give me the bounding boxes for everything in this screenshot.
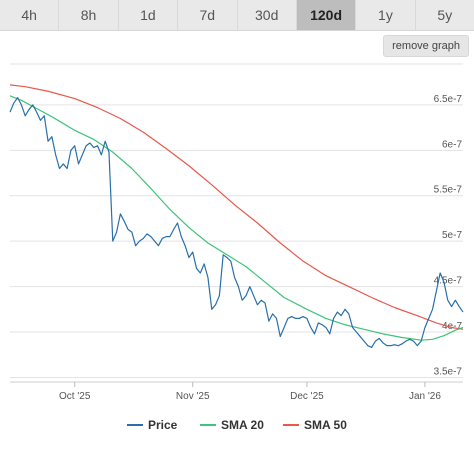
tab-5y[interactable]: 5y [437,7,453,23]
series-line-price [9,97,464,349]
series-line-sma-50 [9,84,464,330]
y-tick-label: 5e-7 [442,230,462,241]
y-tick-label: 6e-7 [442,139,462,150]
legend-label[interactable]: SMA 20 [221,418,264,432]
y-tick-label: 6.5e-7 [434,94,463,105]
x-tick-label: Dec '25 [290,391,324,402]
y-tick-label: 4e-7 [442,321,462,332]
tab-1y[interactable]: 1y [356,0,416,30]
tab-120d[interactable]: 120d [296,0,357,30]
y-tick-label: 4.5e-7 [434,276,463,287]
y-tick-label: 3.5e-7 [434,366,463,377]
x-tick-label: Nov '25 [176,391,210,402]
tab-4h[interactable]: 4h [0,0,60,30]
timeframe-tabs: 4h 8h 1d 7d 30d 120d 1y 5y [0,0,474,31]
remove-graph-button[interactable]: remove graph [383,35,469,57]
x-tick-label: Jan '26 [409,391,441,402]
legend-label[interactable]: SMA 50 [304,418,347,432]
x-tick-label: Oct '25 [59,391,91,402]
tab-30d[interactable]: 30d [238,0,297,30]
y-tick-label: 5.5e-7 [434,185,463,196]
legend-label[interactable]: Price [148,418,178,432]
tab-8h[interactable]: 8h [59,0,119,30]
tab-1d[interactable]: 1d [119,0,179,30]
series-line-sma-20 [9,95,464,341]
tab-7d[interactable]: 7d [178,0,238,30]
